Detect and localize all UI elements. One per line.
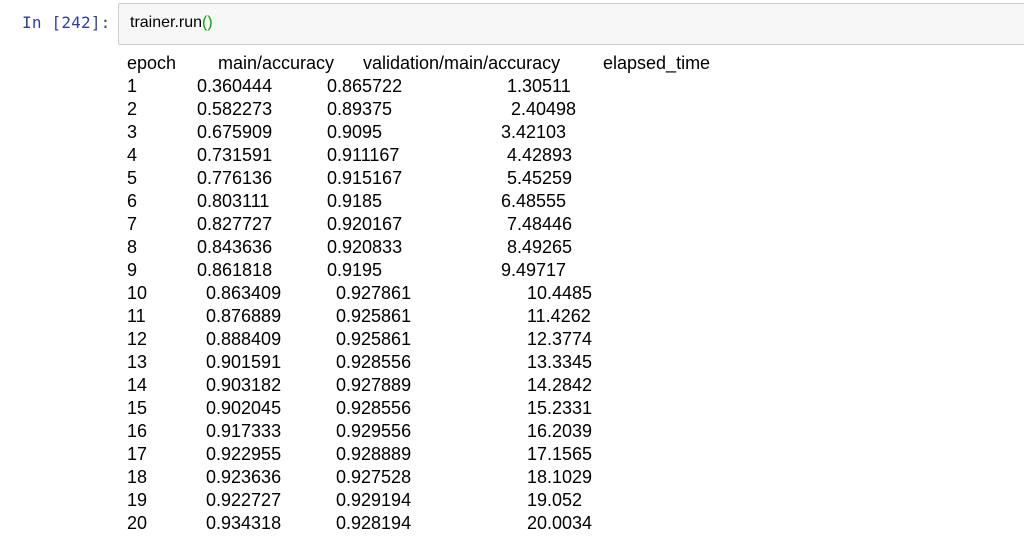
row-elapsed-time: 16.2039 bbox=[527, 421, 593, 441]
row-epoch: 19 bbox=[127, 490, 148, 510]
row-epoch: 18 bbox=[127, 467, 148, 487]
row-validation-accuracy: 0.915167 bbox=[327, 168, 403, 188]
row-elapsed-time: 9.49717 bbox=[501, 260, 567, 280]
row-main-accuracy: 0.888409 bbox=[206, 329, 282, 349]
row-epoch: 16 bbox=[127, 421, 148, 441]
row-epoch: 5 bbox=[127, 168, 138, 188]
row-validation-accuracy: 0.928556 bbox=[336, 352, 412, 372]
code-line[interactable]: trainer.run() bbox=[130, 14, 213, 32]
row-epoch: 8 bbox=[127, 237, 138, 257]
row-elapsed-time: 7.48446 bbox=[507, 214, 573, 234]
row-main-accuracy: 0.903182 bbox=[206, 375, 282, 395]
row-elapsed-time: 15.2331 bbox=[527, 398, 593, 418]
row-validation-accuracy: 0.925861 bbox=[336, 306, 412, 326]
row-validation-accuracy: 0.9195 bbox=[327, 260, 383, 280]
row-validation-accuracy: 0.9095 bbox=[327, 122, 383, 142]
row-elapsed-time: 14.2842 bbox=[527, 375, 593, 395]
row-elapsed-time: 10.4485 bbox=[527, 283, 593, 303]
row-validation-accuracy: 0.920833 bbox=[327, 237, 403, 257]
row-epoch: 12 bbox=[127, 329, 148, 349]
row-main-accuracy: 0.776136 bbox=[197, 168, 273, 188]
row-epoch: 14 bbox=[127, 375, 148, 395]
row-main-accuracy: 0.861818 bbox=[197, 260, 273, 280]
header-validation-main-accuracy: validation/main/accuracy bbox=[363, 53, 561, 73]
row-elapsed-time: 5.45259 bbox=[507, 168, 573, 188]
row-main-accuracy: 0.901591 bbox=[206, 352, 282, 372]
row-epoch: 15 bbox=[127, 398, 148, 418]
row-epoch: 7 bbox=[127, 214, 138, 234]
row-main-accuracy: 0.917333 bbox=[206, 421, 282, 441]
row-validation-accuracy: 0.920167 bbox=[327, 214, 403, 234]
row-validation-accuracy: 0.928556 bbox=[336, 398, 412, 418]
row-validation-accuracy: 0.911167 bbox=[327, 145, 400, 165]
header-elapsed-time: elapsed_time bbox=[603, 53, 711, 73]
row-elapsed-time: 1.30511 bbox=[507, 76, 571, 96]
row-elapsed-time: 3.42103 bbox=[501, 122, 567, 142]
row-elapsed-time: 17.1565 bbox=[527, 444, 593, 464]
row-main-accuracy: 0.675909 bbox=[197, 122, 273, 142]
row-main-accuracy: 0.803111 bbox=[197, 191, 270, 211]
header-main-accuracy: main/accuracy bbox=[218, 53, 335, 73]
row-validation-accuracy: 0.928889 bbox=[336, 444, 412, 464]
row-validation-accuracy: 0.929556 bbox=[336, 421, 412, 441]
row-epoch: 13 bbox=[127, 352, 148, 372]
row-epoch: 4 bbox=[127, 145, 138, 165]
input-prompt: In [242]: bbox=[22, 13, 111, 32]
row-main-accuracy: 0.731591 bbox=[197, 145, 273, 165]
row-elapsed-time: 8.49265 bbox=[507, 237, 573, 257]
row-elapsed-time: 2.40498 bbox=[511, 99, 577, 119]
row-validation-accuracy: 0.928194 bbox=[336, 513, 412, 533]
row-epoch: 10 bbox=[127, 283, 148, 303]
row-main-accuracy: 0.843636 bbox=[197, 237, 273, 257]
row-main-accuracy: 0.923636 bbox=[206, 467, 282, 487]
row-epoch: 3 bbox=[127, 122, 138, 142]
row-elapsed-time: 13.3345 bbox=[527, 352, 593, 372]
row-epoch: 1 bbox=[127, 76, 138, 96]
row-main-accuracy: 0.582273 bbox=[197, 99, 273, 119]
row-main-accuracy: 0.902045 bbox=[206, 398, 282, 418]
row-main-accuracy: 0.922955 bbox=[206, 444, 282, 464]
row-validation-accuracy: 0.927889 bbox=[336, 375, 412, 395]
row-elapsed-time: 11.4262 bbox=[527, 306, 591, 326]
row-validation-accuracy: 0.865722 bbox=[327, 76, 403, 96]
row-elapsed-time: 18.1029 bbox=[527, 467, 593, 487]
row-elapsed-time: 20.0034 bbox=[527, 513, 593, 533]
row-main-accuracy: 0.876889 bbox=[206, 306, 282, 326]
output-header-line: epoch main/accuracy validation/main/accu… bbox=[127, 52, 710, 75]
row-epoch: 17 bbox=[127, 444, 148, 464]
row-validation-accuracy: 0.89375 bbox=[327, 99, 393, 119]
row-elapsed-time: 4.42893 bbox=[507, 145, 573, 165]
code-function-call: trainer.run bbox=[130, 14, 203, 31]
row-main-accuracy: 0.922727 bbox=[206, 490, 282, 510]
row-validation-accuracy: 0.925861 bbox=[336, 329, 412, 349]
row-epoch: 11 bbox=[127, 306, 146, 326]
row-validation-accuracy: 0.9185 bbox=[327, 191, 383, 211]
row-main-accuracy: 0.934318 bbox=[206, 513, 282, 533]
row-elapsed-time: 6.48555 bbox=[501, 191, 567, 211]
code-input-area[interactable]: trainer.run() bbox=[118, 3, 1024, 45]
row-epoch: 2 bbox=[127, 99, 138, 119]
row-main-accuracy: 0.360444 bbox=[197, 76, 273, 96]
row-main-accuracy: 0.827727 bbox=[197, 214, 273, 234]
row-main-accuracy: 0.863409 bbox=[206, 283, 282, 303]
row-epoch: 20 bbox=[127, 513, 148, 533]
row-validation-accuracy: 0.929194 bbox=[336, 490, 412, 510]
row-elapsed-time: 19.052 bbox=[527, 490, 583, 510]
code-parentheses: () bbox=[202, 14, 213, 31]
header-epoch: epoch bbox=[127, 53, 177, 73]
row-validation-accuracy: 0.927528 bbox=[336, 467, 412, 487]
row-epoch: 6 bbox=[127, 191, 138, 211]
row-validation-accuracy: 0.927861 bbox=[336, 283, 412, 303]
row-elapsed-time: 12.3774 bbox=[527, 329, 593, 349]
row-epoch: 9 bbox=[127, 260, 138, 280]
